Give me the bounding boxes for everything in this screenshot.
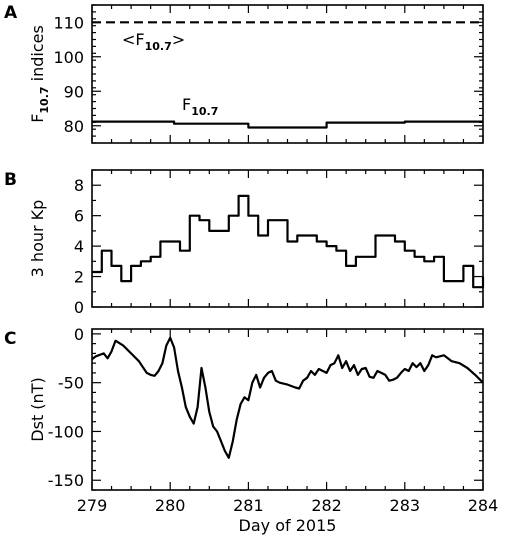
y-tick-label: 80 (64, 117, 84, 136)
y-tick-label: -150 (48, 471, 84, 490)
series-line-f107 (92, 120, 483, 129)
y-tick-label: 0 (74, 325, 84, 344)
y-tick-label: 2 (74, 268, 84, 287)
y-tick-label: 6 (74, 207, 84, 226)
label-sub: 10.7 (191, 105, 218, 118)
y-tick-label: 100 (53, 48, 84, 67)
label-main: F (182, 95, 191, 114)
f107-label: F10.7 (182, 95, 218, 118)
x-tick-label: 281 (233, 496, 264, 515)
panel-c-dst: C -150 -100 -50 0 Dst (nT) 279 280 281 282 283 284 D… (4, 325, 498, 535)
series-line-c (91, 336, 484, 459)
y-tick-label: 110 (53, 13, 84, 32)
x-tick-label: 283 (390, 496, 421, 515)
panel-b-kp: B 0 2 4 6 8 3 hour Kp (4, 169, 485, 317)
y-label-sub: 10.7 (38, 86, 51, 113)
x-tick-label: 282 (311, 496, 342, 515)
panel-letter: B (4, 170, 17, 190)
y-label-main: F (28, 114, 47, 123)
label-main: <F (122, 30, 145, 49)
label-sub: 10.7 (145, 40, 172, 53)
x-tick-label: 279 (77, 496, 108, 515)
x-tick-label: 284 (468, 496, 499, 515)
y-tick-label: 4 (74, 237, 84, 256)
y-tick-label: -100 (48, 422, 84, 441)
panel-letter: A (4, 3, 18, 23)
x-tick-label: 280 (155, 496, 186, 515)
y-axis-label: 3 hour Kp (28, 200, 47, 278)
y-tick-label: 90 (64, 82, 84, 101)
series-line-b (92, 194, 485, 289)
x-axis-label: Day of 2015 (239, 516, 337, 535)
y-tick-label: 0 (74, 298, 84, 317)
y-label-rest: indices (28, 25, 47, 86)
y-tick-label: -50 (58, 374, 84, 393)
y-axis-label: Dst (nT) (28, 377, 47, 441)
plot-frame (91, 328, 484, 491)
label-end: > (172, 30, 185, 49)
mean-f107-label: <F10.7> (122, 30, 185, 53)
y-tick-label: 8 (74, 176, 84, 195)
panel-letter: C (4, 329, 16, 349)
y-axis-label: F10.7 indices (28, 25, 51, 123)
